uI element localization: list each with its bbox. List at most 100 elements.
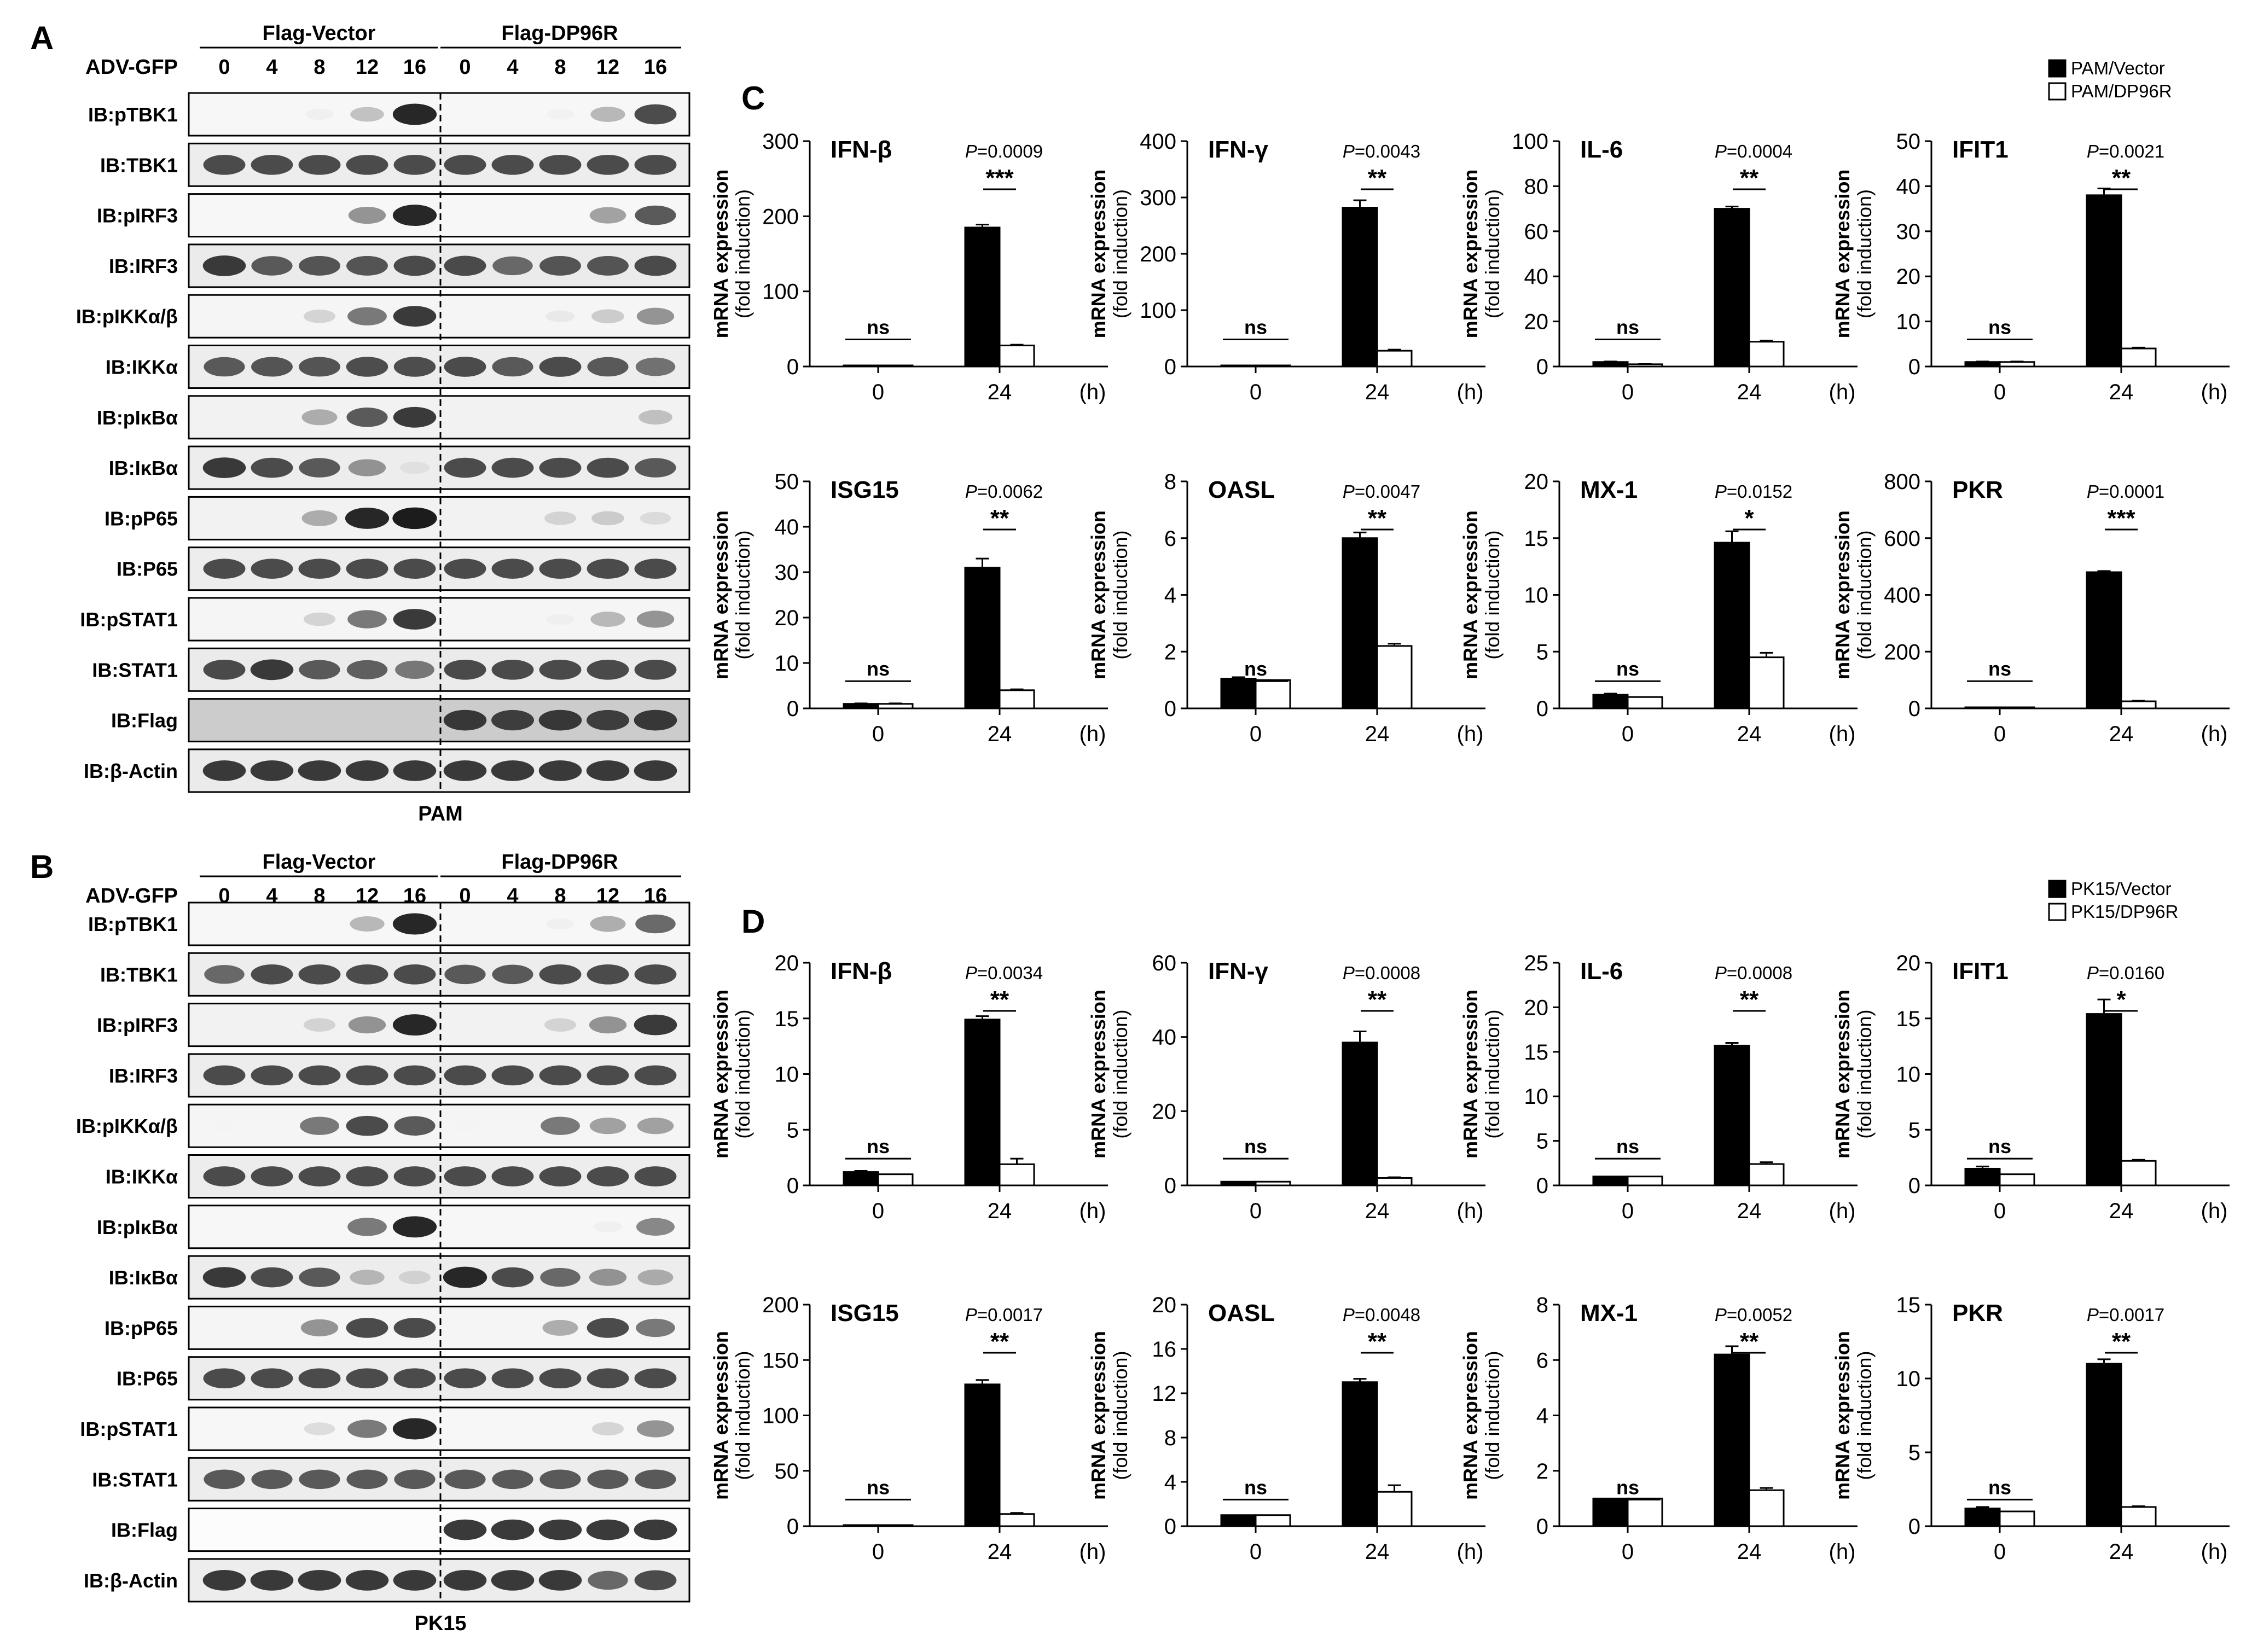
blot-band <box>347 610 387 629</box>
y-axis-label-sub: (fold induction) <box>1109 1009 1131 1138</box>
blot-row-label: IB:TBK1 <box>100 963 178 986</box>
blot-band <box>636 1218 675 1236</box>
p-value: =0.0017 <box>977 1305 1043 1325</box>
blot-band <box>491 659 534 680</box>
y-tick-label: 20 <box>1896 951 1921 975</box>
x-tick-label: 0 <box>1250 380 1262 404</box>
y-tick-label: 20 <box>1152 1100 1177 1124</box>
x-unit-label: (h) <box>1457 1199 1484 1223</box>
bar <box>1592 1497 1629 1527</box>
p-value-label: P=0.0052 <box>1715 1305 1792 1325</box>
x-tick-label: 24 <box>988 380 1012 404</box>
blot-row-label: IB:pIKKα/β <box>76 305 178 328</box>
x-tick-label: 0 <box>1622 722 1634 746</box>
bar <box>999 1163 1035 1186</box>
blot-band <box>299 660 340 680</box>
y-tick-label: 50 <box>1896 130 1921 154</box>
blot-band <box>347 1420 387 1438</box>
blot-row-label: IB:TBK1 <box>100 154 178 176</box>
blot-band <box>589 1269 627 1286</box>
blot-band <box>587 559 629 579</box>
bar-chart: 0 200 400 600 800 mRNA expression (fold induct… <box>1831 470 2230 746</box>
x-tick-label: 24 <box>2109 1540 2134 1564</box>
y-tick-label: 20 <box>775 951 799 975</box>
ns-label: ns <box>1244 658 1267 680</box>
x-tick-label: 0 <box>1994 1199 2006 1223</box>
bar <box>1714 1353 1750 1527</box>
x-tick-label: 24 <box>2109 722 2134 746</box>
p-value-label: P=0.0008 <box>1343 963 1420 983</box>
chart-title: IFIT1 <box>1952 136 2009 163</box>
blot-row-label: IB:STAT1 <box>92 1468 178 1491</box>
blot-band <box>635 357 676 376</box>
blot-band <box>443 709 487 731</box>
legend-label: PK15/Vector <box>2071 879 2171 899</box>
blot-band <box>635 458 676 478</box>
blot-band <box>299 1267 340 1287</box>
y-axis-label-sub: (fold induction) <box>732 1009 754 1138</box>
bar <box>877 364 914 368</box>
significance-stars: ** <box>2112 1328 2131 1355</box>
blot-band <box>350 916 385 932</box>
blot-band <box>346 1166 388 1186</box>
blot-band <box>300 1116 339 1135</box>
bar <box>1714 1044 1750 1186</box>
blot-row: IB:pIKKα/β <box>76 1103 690 1148</box>
blot-band <box>443 1570 487 1591</box>
blot-band <box>393 306 437 327</box>
blot-band <box>251 154 293 175</box>
y-tick-label: 30 <box>775 561 799 585</box>
y-axis-label: mRNA expression <box>1087 510 1110 679</box>
bar <box>843 703 879 709</box>
blot-band <box>393 1318 436 1338</box>
p-value-label: P=0.0152 <box>1715 481 1792 502</box>
x-tick-label: 0 <box>1994 1540 2006 1564</box>
bar <box>1627 363 1663 368</box>
blot-band <box>539 1166 582 1186</box>
bar <box>2086 1013 2122 1186</box>
y-tick-label: 8 <box>1164 1426 1176 1450</box>
ns-label: ns <box>1988 316 2011 339</box>
p-value: =0.0034 <box>977 963 1043 983</box>
chart-title: OASL <box>1208 476 1275 503</box>
blot-band <box>491 760 535 781</box>
bar <box>1964 1167 2001 1186</box>
blot-band <box>587 1318 629 1338</box>
blot-band <box>634 964 677 985</box>
significance-stars: * <box>2116 986 2126 1013</box>
blot-band <box>393 1570 437 1591</box>
bar <box>1342 537 1378 709</box>
bar <box>999 1513 1035 1527</box>
blot-row: IB:IKKα <box>106 345 690 389</box>
y-tick-label: 15 <box>1524 1040 1549 1065</box>
blot-band <box>393 1065 436 1086</box>
y-tick-label: 15 <box>1896 1007 1921 1031</box>
blot-band <box>346 357 388 377</box>
significance-stars: ** <box>1368 1328 1387 1355</box>
blot-row: IB:pIRF3 <box>97 1003 690 1048</box>
p-value-label: P=0.0021 <box>2087 141 2164 161</box>
y-tick-label: 200 <box>1140 242 1176 266</box>
y-tick-label: 10 <box>1524 584 1549 608</box>
blot-row: IB:STAT1 <box>92 1457 690 1502</box>
significance-stars: *** <box>2107 505 2135 532</box>
p-value: =0.0160 <box>2099 963 2164 983</box>
blot-band <box>444 1469 486 1490</box>
blot-band <box>392 507 437 530</box>
blot-band <box>586 1519 630 1540</box>
blot-band <box>491 1267 534 1288</box>
chart-title: ISG15 <box>831 1300 899 1327</box>
x-tick-label: 24 <box>988 722 1012 746</box>
x-tick-label: 24 <box>1737 1199 1762 1223</box>
significance-stars: ** <box>1368 986 1387 1013</box>
blot-row-label: IB:pP65 <box>105 507 178 530</box>
blot-band <box>346 408 388 427</box>
blot-band <box>251 1368 293 1389</box>
x-tick-label: 0 <box>1250 722 1262 746</box>
blot-row: IB:pIRF3 <box>97 193 690 238</box>
y-tick-label: 20 <box>1896 265 1921 289</box>
ns-label: ns <box>1244 1476 1267 1498</box>
group-label: Flag-Vector <box>263 851 376 874</box>
blot-band <box>203 154 246 175</box>
